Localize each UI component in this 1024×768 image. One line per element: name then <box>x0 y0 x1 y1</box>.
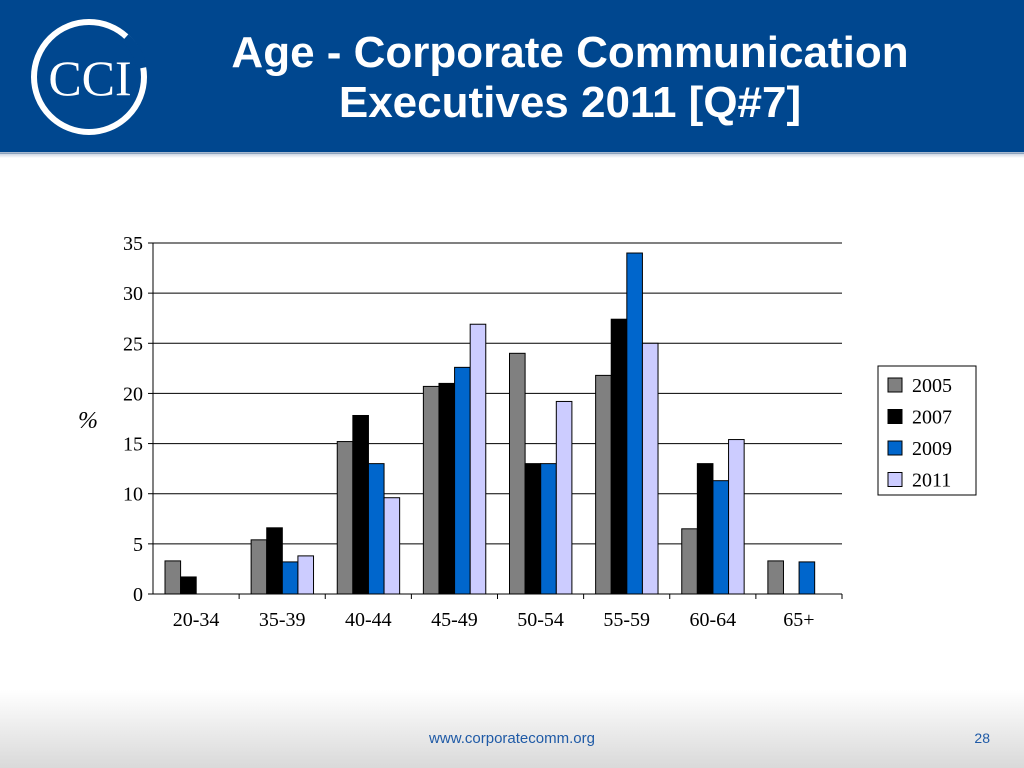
bar-2011-55-59 <box>641 342 659 595</box>
footer-band <box>0 690 1024 768</box>
x-tick-label: 40-44 <box>345 609 392 631</box>
bar-2005-40-44 <box>336 441 354 595</box>
bars <box>164 252 816 595</box>
x-tick-label: 20-34 <box>173 609 220 631</box>
bar-2007-45-49 <box>438 382 456 595</box>
legend: 2005 2007 2009 2011 <box>877 365 977 496</box>
cci-logo: CCI <box>31 19 147 135</box>
x-tick-label: 55-59 <box>603 609 650 631</box>
legend-swatch-2005 <box>887 377 903 393</box>
y-axis-label: % <box>78 408 98 434</box>
bar-2009-60-64 <box>712 480 730 595</box>
y-tick-label: 0 <box>133 584 143 606</box>
bar-2007-35-39 <box>266 527 283 595</box>
page-number: 28 <box>974 730 990 746</box>
slide-title: Age - Corporate Communication Executives… <box>231 28 909 127</box>
bar-2009-35-39 <box>281 561 299 595</box>
legend-label: 2005 <box>912 375 952 397</box>
bar-2009-55-59 <box>626 252 643 595</box>
bar-2011-50-54 <box>555 400 573 595</box>
header-shadow <box>0 152 1024 158</box>
bar-2009-65+ <box>798 561 816 595</box>
bar-2009-45-49 <box>454 366 471 595</box>
legend-label: 2009 <box>912 438 952 460</box>
legend-label: 2007 <box>912 407 952 429</box>
x-tick-label: 35-39 <box>259 609 306 631</box>
legend-swatch-2007 <box>887 409 903 424</box>
bar-2009-40-44 <box>367 463 385 595</box>
y-tick-label: 20 <box>123 383 143 405</box>
x-tick-label: 65+ <box>783 609 814 631</box>
y-tick-label: 25 <box>123 333 143 355</box>
legend-swatch-2009 <box>887 440 903 456</box>
bar-2005-20-34 <box>164 560 182 595</box>
bar-2011-45-49 <box>469 323 487 595</box>
bar-2007-60-64 <box>696 463 714 595</box>
y-tick-label: 10 <box>123 484 143 506</box>
footer-url[interactable]: www.corporatecomm.org <box>429 730 595 747</box>
y-tick-label: 15 <box>123 434 143 456</box>
bar-2007-50-54 <box>524 463 542 595</box>
bar-2007-20-34 <box>180 576 197 595</box>
bar-2007-40-44 <box>352 414 369 595</box>
logo-text: CCI <box>48 50 131 106</box>
bar-2005-55-59 <box>595 374 612 595</box>
y-tick-label: 35 <box>123 233 143 255</box>
x-tick-label: 50-54 <box>517 609 564 631</box>
y-tick-label: 5 <box>133 534 143 556</box>
axes: 0 5 10 15 20 25 30 35 20-34 35-39 40-44 45-49 50-54 5… <box>123 233 843 631</box>
bar-2009-50-54 <box>540 463 557 595</box>
bar-2011-40-44 <box>383 497 401 595</box>
bar-2011-35-39 <box>297 555 315 595</box>
y-tick-label: 30 <box>123 283 143 305</box>
bar-2005-35-39 <box>250 539 268 595</box>
legend-label: 2011 <box>912 470 951 492</box>
bar-2005-45-49 <box>422 385 440 595</box>
bar-2007-55-59 <box>610 318 628 595</box>
x-tick-label: 60-64 <box>689 609 736 631</box>
bar-2005-50-54 <box>509 352 526 595</box>
legend-swatch-2011 <box>887 472 903 487</box>
gridlines <box>153 242 842 545</box>
bar-2005-60-64 <box>681 528 698 595</box>
x-tick-label: 45-49 <box>431 609 478 631</box>
bar-2005-65+ <box>767 560 784 595</box>
bar-2011-60-64 <box>728 439 745 595</box>
